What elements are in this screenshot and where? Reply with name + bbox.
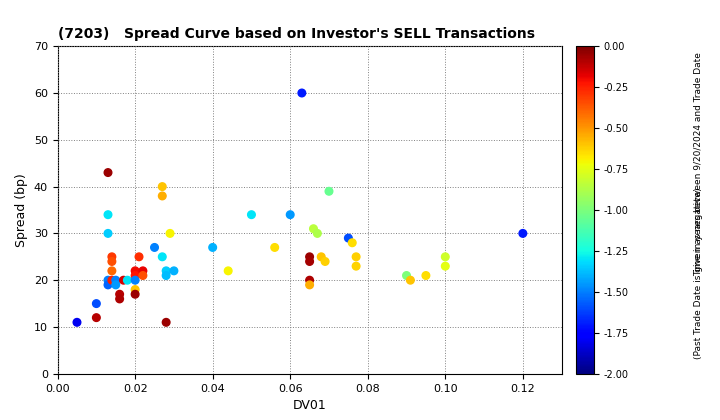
Point <box>130 268 141 274</box>
Point <box>102 211 114 218</box>
Point <box>420 272 432 279</box>
Point <box>315 253 327 260</box>
Point <box>130 286 141 293</box>
X-axis label: DV01: DV01 <box>293 399 326 412</box>
Point <box>168 268 180 274</box>
Point <box>106 258 117 265</box>
Point <box>304 258 315 265</box>
Point <box>320 258 331 265</box>
Point <box>304 253 315 260</box>
Point <box>102 277 114 284</box>
Point <box>304 277 315 284</box>
Point <box>110 277 122 284</box>
Text: (7203)   Spread Curve based on Investor's SELL Transactions: (7203) Spread Curve based on Investor's … <box>58 27 534 41</box>
Point <box>130 277 141 284</box>
Point <box>156 193 168 199</box>
Point <box>161 319 172 326</box>
Point <box>122 277 133 284</box>
Point <box>439 253 451 260</box>
Point <box>269 244 281 251</box>
Point <box>102 230 114 237</box>
Point <box>130 272 141 279</box>
Point <box>222 268 234 274</box>
Point <box>351 253 362 260</box>
Point <box>343 235 354 242</box>
Point <box>133 253 145 260</box>
Point <box>161 272 172 279</box>
Point <box>156 253 168 260</box>
Point <box>106 253 117 260</box>
Point <box>110 281 122 288</box>
Point <box>91 300 102 307</box>
Point <box>106 277 117 284</box>
Point <box>106 268 117 274</box>
Point <box>284 211 296 218</box>
Point <box>207 244 218 251</box>
Point <box>91 314 102 321</box>
Point <box>118 277 130 284</box>
Point <box>517 230 528 237</box>
Point <box>405 277 416 284</box>
Point <box>439 263 451 270</box>
Y-axis label: Spread (bp): Spread (bp) <box>15 173 28 247</box>
Point <box>307 226 319 232</box>
Point <box>296 89 307 96</box>
Point <box>149 244 161 251</box>
Point <box>401 272 413 279</box>
Point <box>323 188 335 194</box>
Point <box>312 230 323 237</box>
Point <box>164 230 176 237</box>
Point <box>161 268 172 274</box>
Point <box>156 183 168 190</box>
Point <box>102 169 114 176</box>
Point <box>137 268 148 274</box>
Point <box>102 281 114 288</box>
Point <box>130 291 141 298</box>
Point <box>351 263 362 270</box>
Point <box>346 239 358 246</box>
Point <box>114 296 125 302</box>
Point <box>246 211 257 218</box>
Point <box>137 272 148 279</box>
Text: Time in years between 9/20/2024 and Trade Date: Time in years between 9/20/2024 and Trad… <box>694 52 703 276</box>
Point <box>114 291 125 298</box>
Text: (Past Trade Date is given as negative): (Past Trade Date is given as negative) <box>694 187 703 359</box>
Point <box>71 319 83 326</box>
Point <box>304 281 315 288</box>
